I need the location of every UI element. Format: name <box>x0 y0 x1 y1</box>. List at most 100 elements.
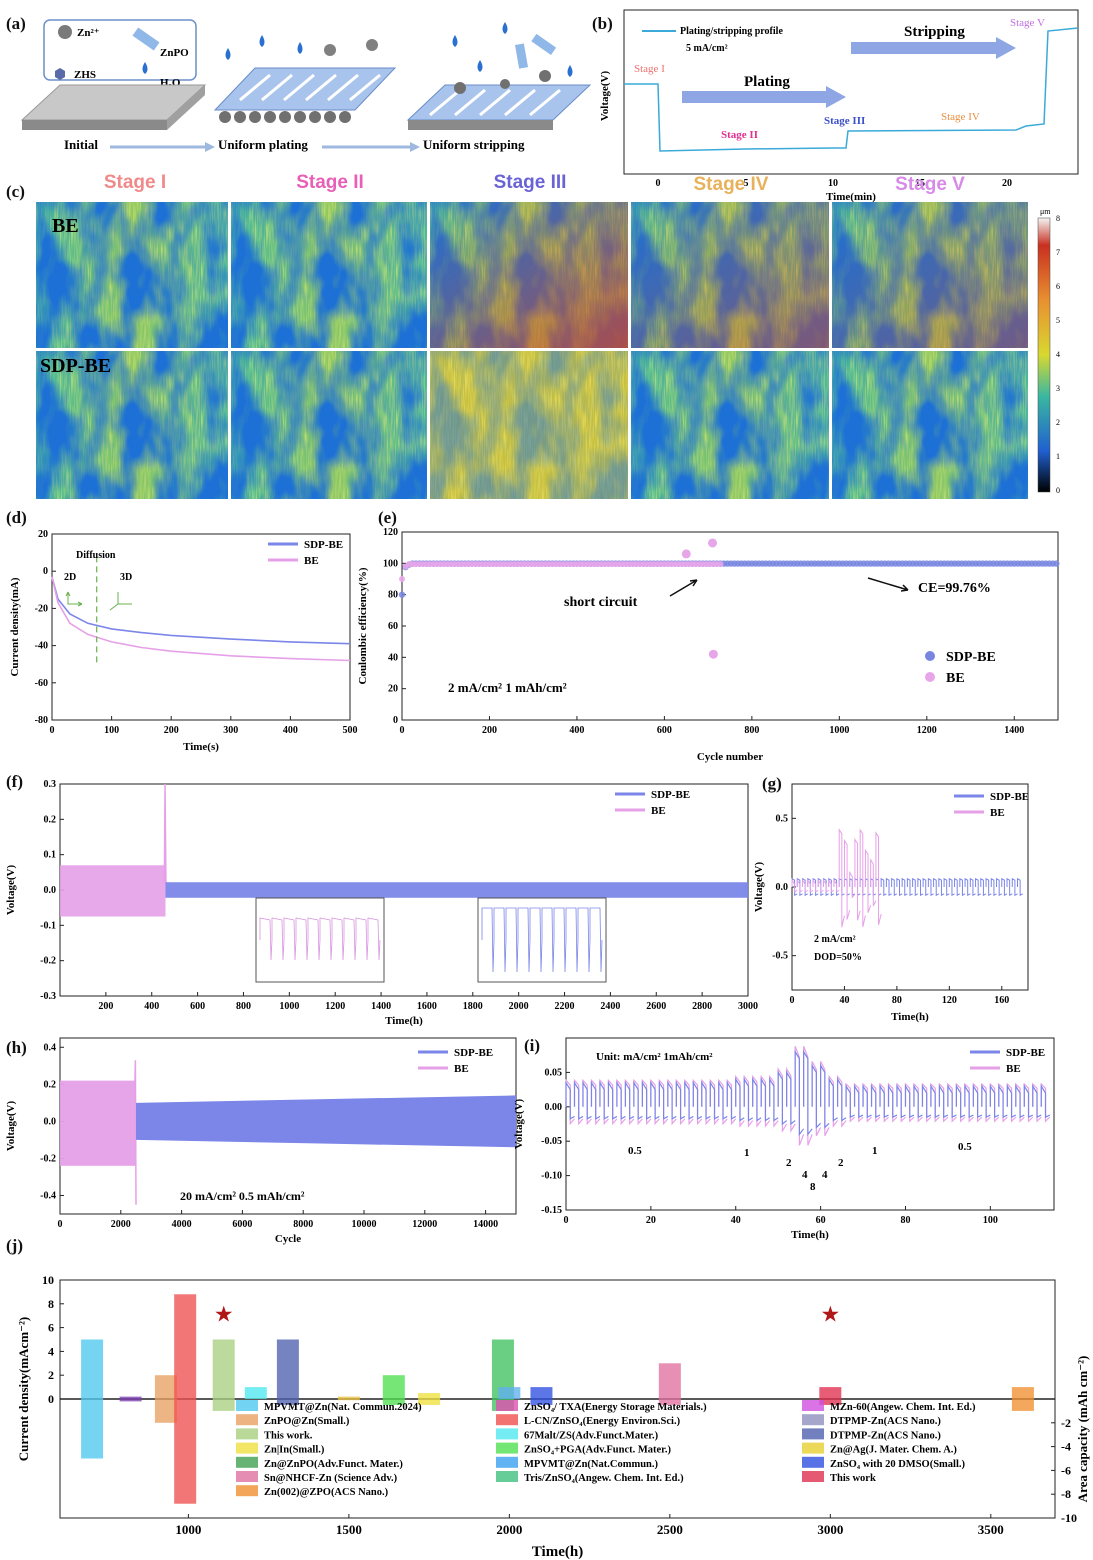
bar-current-density <box>658 1363 681 1399</box>
x-axis-label: Time(h) <box>385 1015 423 1027</box>
legend-swatch <box>802 1400 824 1411</box>
afm-map <box>231 351 427 499</box>
this-work-star-icon: ★ <box>820 1302 840 1327</box>
x-tick-label: 2200 <box>555 1001 575 1012</box>
legend-label: ZnSO₄/ TXA(Energy Storage Materials.) <box>524 1402 707 1413</box>
legend-label: This work. <box>264 1430 313 1441</box>
afm-map <box>231 202 427 348</box>
panel-b-chart: Voltage(V) Time(min) 0 5 10 15 20 Platin… <box>599 9 1079 202</box>
svg-text:6: 6 <box>1056 282 1060 291</box>
arrow-ce <box>867 577 909 592</box>
afm-map <box>36 202 228 348</box>
y-axis-label: Coulombic efficiency(%) <box>357 567 369 684</box>
series-band-be <box>60 865 166 917</box>
rate-label: 8 <box>810 1181 816 1193</box>
legend-label: Zn@Ag(J. Mater. Chem. A.) <box>830 1445 957 1456</box>
bar-area-capacity <box>819 1399 842 1405</box>
colorbar-unit: μm <box>1040 207 1051 216</box>
annotation-ce: CE=99.76% <box>918 581 991 596</box>
data-point-be-outlier <box>708 649 718 659</box>
x-tick-label: 400 <box>144 1001 159 1012</box>
x-tick-label: 1600 <box>417 1001 437 1012</box>
stage-5-title: Stage V <box>895 174 965 195</box>
x-tick-label: 40 <box>839 995 849 1006</box>
x-tick-label: 400 <box>283 725 298 736</box>
legend-label: BE <box>454 1063 469 1075</box>
svg-text:7: 7 <box>1056 248 1060 257</box>
annotation-short-circuit: short circuit <box>564 595 638 610</box>
y-axis-label: Voltage(V) <box>5 865 17 916</box>
legend-label: BE <box>651 805 666 817</box>
y-tick-label: 60 <box>388 621 398 632</box>
x-tick-label: 0 <box>50 725 55 736</box>
bar-current-density <box>819 1387 842 1399</box>
y2-tick-label: -6 <box>1061 1463 1071 1477</box>
x-tick-label: 2400 <box>600 1001 620 1012</box>
b-stripping: Stripping <box>904 24 965 40</box>
legend-swatch <box>496 1414 518 1426</box>
bar-current-density <box>244 1387 267 1399</box>
bar-current-density <box>154 1375 177 1399</box>
afm-maps: BE SDP-BE μm 8 7 6 5 4 3 2 1 0 <box>36 202 1060 499</box>
chart-e: 0 200 400 600 800 1000 1200 1400 0 20 40 60 80 100 120… <box>357 527 1060 763</box>
step-initial: Initial <box>64 137 98 152</box>
x-tick-label: 600 <box>657 725 672 736</box>
y-axis-label: Voltage(V) <box>753 862 765 913</box>
x-tick-label: 2000 <box>496 1522 522 1537</box>
x-tick-label: 6000 <box>232 1219 252 1230</box>
panel-g-label: (g) <box>762 774 782 793</box>
step-uniform-stripping: Uniform stripping <box>423 137 525 152</box>
legend-label: MPVMT@Zn(Nat. Commun.2024) <box>264 1402 422 1413</box>
y-tick-label: 20 <box>388 684 398 695</box>
y-tick-label: 0.0 <box>44 885 57 896</box>
bar-current-density <box>174 1294 197 1399</box>
b-xtick: 5 <box>744 178 749 189</box>
legend-label: ZnSO₄ with 20 DMSO(Small.) <box>830 1459 966 1470</box>
y-tick-label: 8 <box>48 1297 54 1311</box>
legend-label: SDP-BE <box>1006 1047 1045 1059</box>
bar-current-density <box>498 1387 521 1399</box>
legend-label: SDP-BE <box>651 789 690 801</box>
legend-label: BE <box>946 671 965 686</box>
x-tick-label: 200 <box>482 725 497 736</box>
y-tick-label: 2 <box>48 1368 54 1382</box>
afm-map <box>430 202 628 348</box>
legend-label: Zn|In(Small.) <box>264 1445 325 1456</box>
znpo-icon <box>132 27 160 51</box>
x-axis-label: Cycle <box>275 1233 301 1245</box>
stage-1-label: Stage I <box>634 63 665 75</box>
series-band-sdp-be <box>165 882 748 898</box>
y-tick-label: 120 <box>383 527 398 538</box>
series-line-sdp-be <box>565 1049 1051 1137</box>
x-tick-label: 1000 <box>829 725 849 736</box>
y-tick-label: -0.3 <box>40 991 56 1002</box>
y-tick-label: 0.4 <box>44 1042 57 1053</box>
legend-label: SDP-BE <box>990 791 1029 803</box>
x-tick-label: 1500 <box>336 1522 362 1537</box>
bar-current-density <box>337 1396 360 1399</box>
y-tick-label: 0.0 <box>776 882 789 893</box>
series-spike-be <box>133 1060 137 1205</box>
bar-area-capacity <box>530 1399 553 1405</box>
y-tick-label: 40 <box>388 652 398 663</box>
annotation-dod: DOD=50% <box>814 952 862 963</box>
legend-swatch <box>236 1485 258 1497</box>
series-line-be <box>565 1046 1051 1146</box>
y2-tick-label: -2 <box>1061 1416 1071 1430</box>
bar-current-density <box>81 1339 104 1399</box>
rate-label: 2 <box>838 1157 844 1169</box>
x-tick-label: 2600 <box>646 1001 666 1012</box>
y-tick-label: 0.2 <box>44 1079 57 1090</box>
x-tick-label: 1800 <box>463 1001 483 1012</box>
legend-label: SDP-BE <box>454 1047 493 1059</box>
y-tick-label: -0.4 <box>40 1190 56 1201</box>
y-tick-label: -0.5 <box>772 951 788 962</box>
x-tick-label: 40 <box>731 1215 741 1226</box>
series-band-be <box>60 1080 136 1166</box>
x-tick-label: 100 <box>983 1215 998 1226</box>
rate-label: 0.5 <box>958 1141 972 1153</box>
svg-text:5: 5 <box>1056 316 1060 325</box>
y-axis-label: Current density(mAcm⁻²) <box>16 1317 31 1461</box>
row-label-be: BE <box>52 215 79 237</box>
panel-f-label: (f) <box>6 772 23 791</box>
